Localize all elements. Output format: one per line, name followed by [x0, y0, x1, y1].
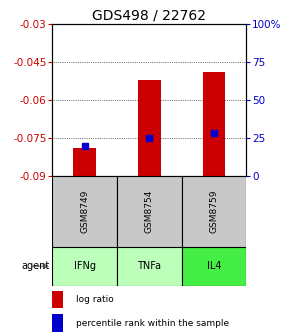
Bar — [117, 247, 182, 286]
Bar — [117, 176, 182, 247]
Text: log ratio: log ratio — [76, 295, 113, 304]
Bar — [52, 291, 64, 308]
Bar — [203, 72, 225, 176]
Text: agent: agent — [21, 261, 49, 271]
Title: GDS498 / 22762: GDS498 / 22762 — [92, 8, 206, 23]
Bar — [182, 247, 246, 286]
Text: IFNg: IFNg — [74, 261, 96, 271]
Text: IL4: IL4 — [207, 261, 221, 271]
Bar — [52, 176, 117, 247]
Text: GSM8754: GSM8754 — [145, 190, 154, 234]
Bar — [138, 80, 161, 176]
Bar — [73, 149, 96, 176]
Text: GSM8749: GSM8749 — [80, 190, 89, 234]
Bar — [52, 314, 64, 332]
Bar — [182, 176, 246, 247]
Text: GSM8759: GSM8759 — [210, 190, 219, 234]
Text: TNFa: TNFa — [137, 261, 161, 271]
Bar — [52, 247, 117, 286]
Text: percentile rank within the sample: percentile rank within the sample — [76, 319, 229, 328]
